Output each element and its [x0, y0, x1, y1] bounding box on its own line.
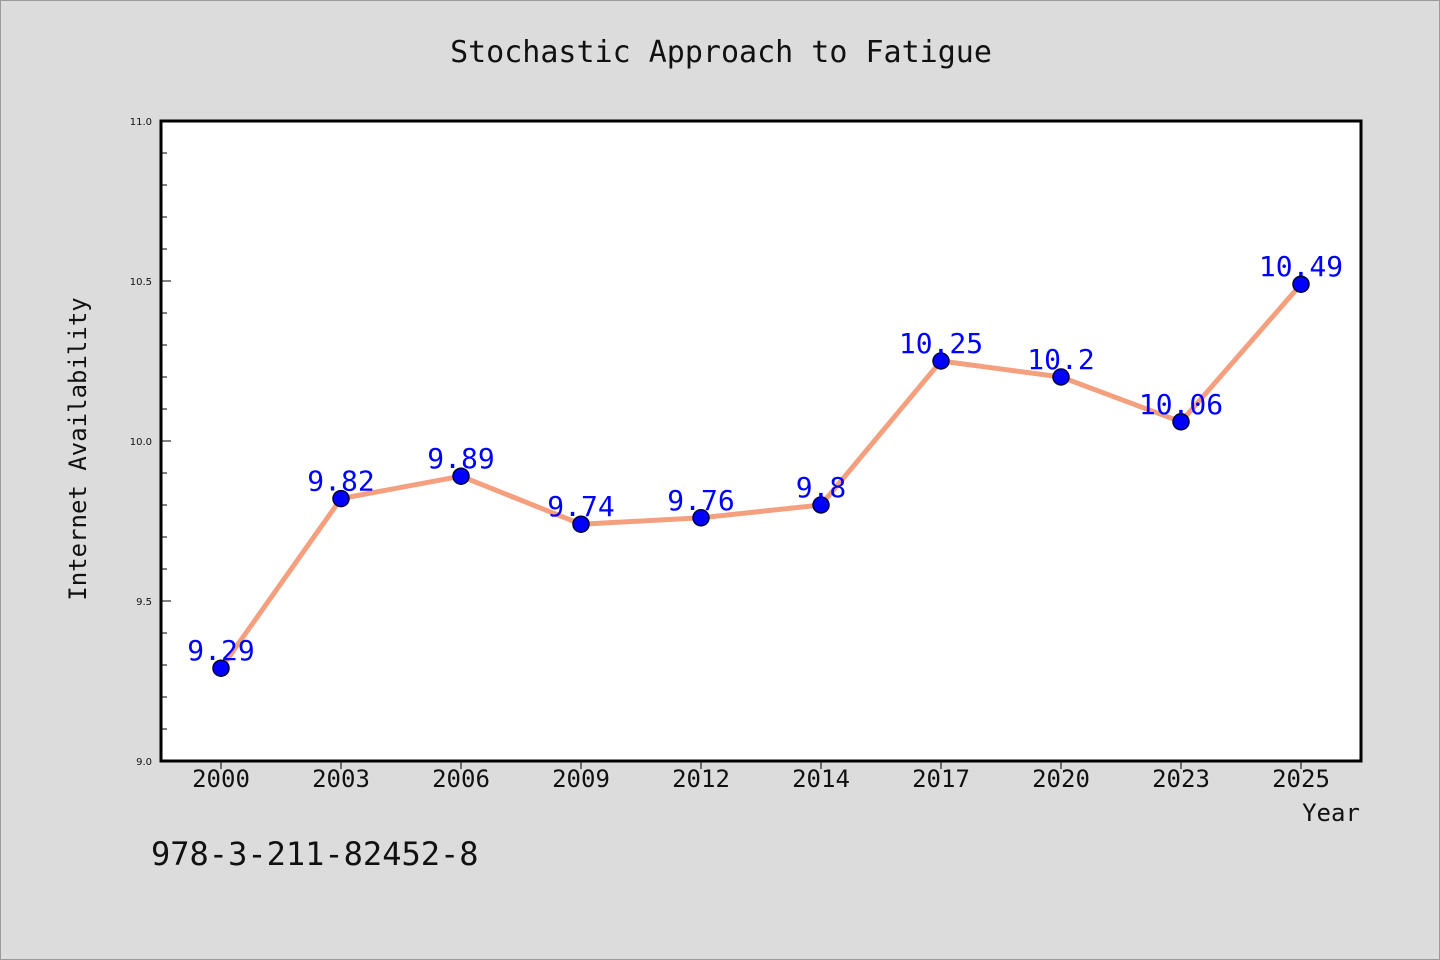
data-point: [452, 467, 470, 485]
data-label: 10.2: [1027, 343, 1094, 376]
data-point: [332, 489, 350, 508]
series-line: [218, 281, 1304, 671]
data-label: 9.76: [667, 484, 734, 517]
x-tick-label: 2014: [792, 765, 850, 793]
data-label: 9.29: [187, 634, 254, 667]
data-label: 9.8: [796, 471, 847, 504]
data-label: 9.89: [427, 442, 494, 475]
data-label: 10.49: [1259, 250, 1343, 283]
x-tick-label: 2020: [1032, 765, 1090, 793]
x-tick-label: 2017: [912, 765, 970, 793]
x-tick-label: 2006: [432, 765, 490, 793]
x-tick-label: 2012: [672, 765, 730, 793]
y-tick-label: 11.0: [130, 117, 152, 128]
data-point: [1292, 275, 1310, 293]
y-tick-label: 10.0: [130, 437, 152, 448]
data-point: [212, 659, 230, 677]
y-tick-label: 9.0: [136, 757, 152, 768]
data-point: [812, 496, 830, 514]
data-label: 10.06: [1139, 388, 1223, 421]
data-point: [1052, 368, 1070, 386]
axis-labels: 9.0 9.5 10.0 10.5 11.0 2000 2003 2006 2009 2012 20…: [130, 117, 1330, 793]
data-label: 9.74: [547, 490, 614, 523]
y-axis-label: Internet Availability: [64, 297, 92, 600]
x-tick-label: 2023: [1152, 765, 1210, 793]
plot-frame: [159, 119, 1363, 763]
data-series: 9.29 9.82 9.89 9.74 9.76 9.8 10.25 10.2 10.06 10.…: [187, 250, 1343, 677]
plot-area: [161, 121, 1361, 761]
y-tick-label: 10.5: [130, 277, 152, 288]
data-label: 9.82: [307, 465, 374, 498]
data-point: [572, 515, 590, 533]
footer-code: 978-3-211-82452-8: [151, 835, 479, 873]
data-point: [1172, 413, 1190, 431]
data-point: [692, 509, 710, 527]
x-axis-label: Year: [1302, 799, 1360, 827]
data-label: 10.25: [899, 327, 983, 360]
data-point: [932, 352, 950, 370]
x-tick-label: 2025: [1272, 765, 1330, 793]
x-tick-label: 2003: [312, 765, 370, 793]
y-tick-label: 9.5: [136, 597, 152, 608]
x-tick-label: 2009: [552, 765, 610, 793]
x-tick-label: 2000: [192, 765, 250, 793]
chart-title: Stochastic Approach to Fatigue: [450, 35, 992, 70]
